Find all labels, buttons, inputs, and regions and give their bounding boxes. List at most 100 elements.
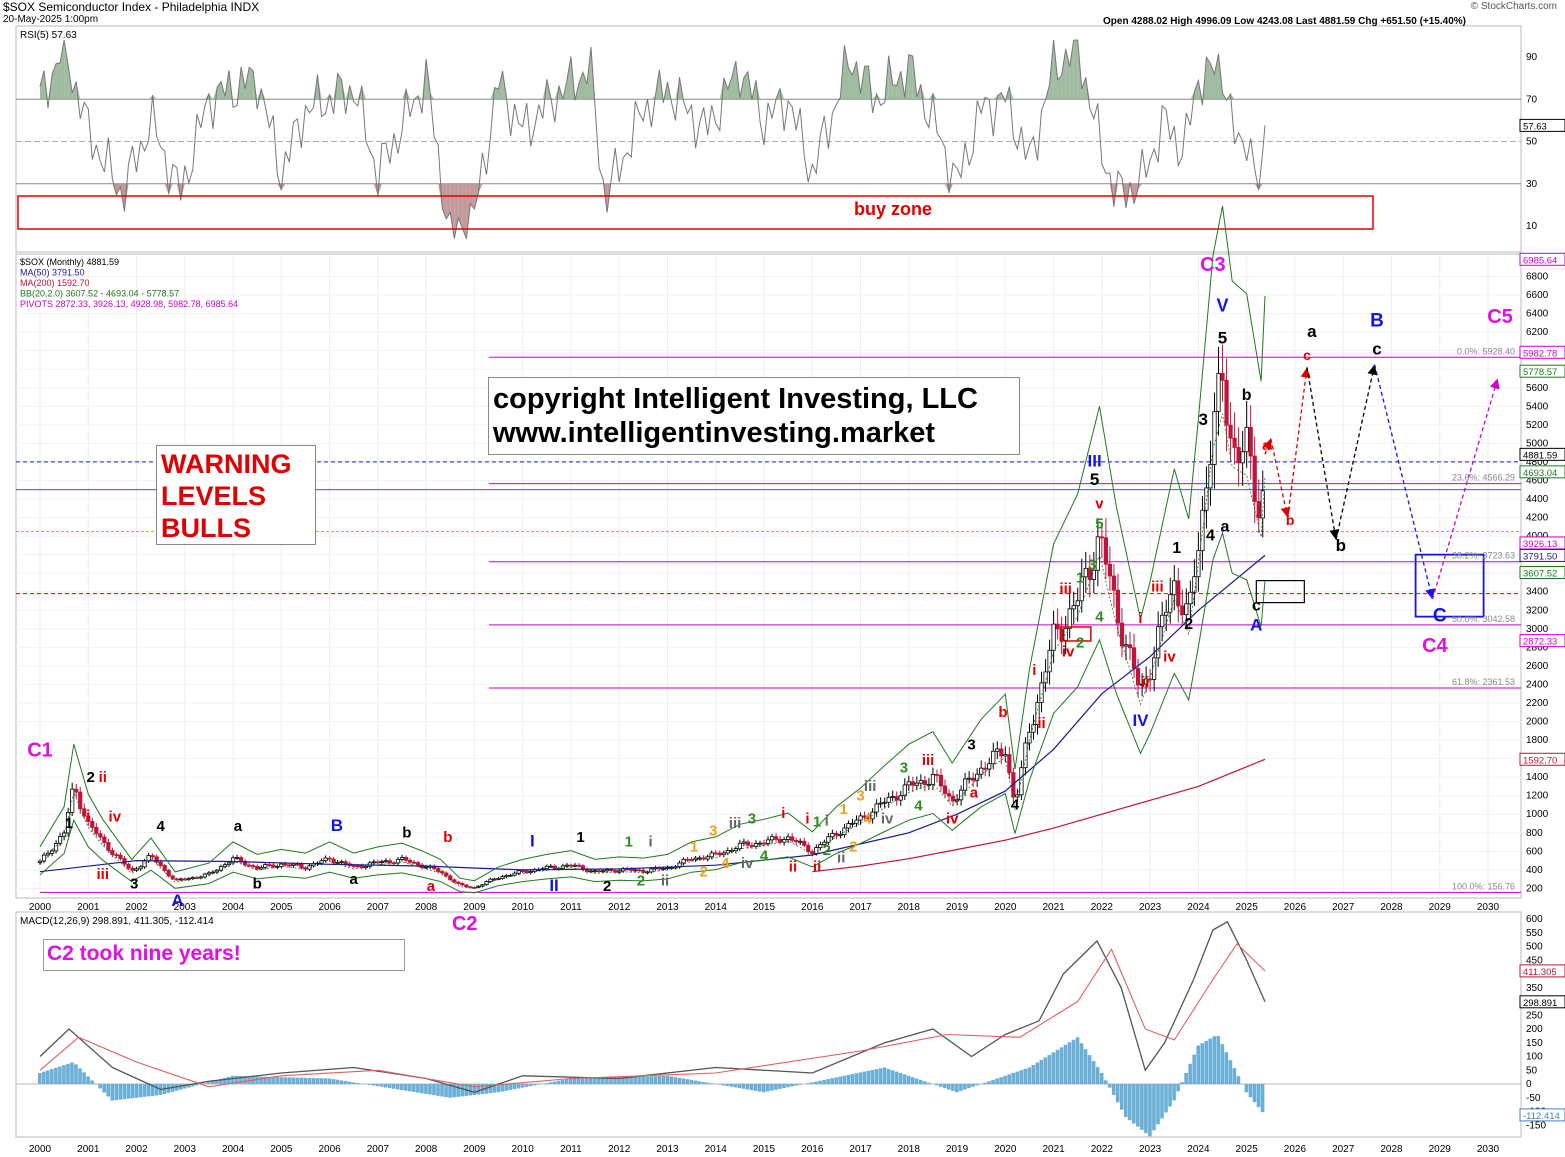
macd-histogram-bar (1083, 1049, 1088, 1084)
elliott-wave-label: iii (96, 866, 109, 883)
price-candle-body (1164, 611, 1169, 616)
price-axis-tick: 800 (1526, 828, 1543, 839)
price-value-tag-box (1519, 548, 1565, 562)
price-candle-body (1107, 563, 1113, 577)
macd-histogram-bar (339, 1080, 344, 1084)
elliott-wave-label: 1 (576, 829, 584, 846)
macd-histogram-bar (701, 1081, 706, 1084)
price-candle-body (902, 784, 907, 797)
price-candle-body (94, 826, 99, 835)
year-tick-label: 2027 (1332, 902, 1355, 913)
price-candle-body (858, 815, 863, 821)
price-candle-body (701, 857, 706, 860)
macd-histogram-bar (721, 1084, 726, 1086)
macd-value-tag-box (1519, 964, 1565, 978)
price-candle-body (58, 836, 63, 844)
rsi-overbought-fill (337, 73, 342, 100)
macd-histogram-bar (806, 1083, 810, 1084)
elliott-wave-label: 1 (1076, 569, 1084, 586)
macd-histogram-bar (959, 1084, 963, 1091)
price-axis-tick: 4200 (1526, 513, 1549, 524)
price-candle-body (154, 856, 159, 863)
price-candle-body (359, 865, 364, 869)
elliott-wave-label: B (331, 816, 343, 835)
macd-histogram-bar (589, 1077, 593, 1084)
macd-histogram-bar (82, 1072, 86, 1084)
macd-histogram-bar (605, 1077, 609, 1084)
year-tick-label-bottom: 2010 (512, 1144, 535, 1155)
price-candle-body (226, 862, 232, 866)
macd-axis-tick: 550 (1526, 928, 1543, 939)
macd-histogram-bar (790, 1084, 794, 1087)
price-candle-body (1095, 536, 1100, 571)
macd-histogram-bar (182, 1084, 187, 1089)
price-candle-body (504, 875, 509, 878)
price-candle-body (983, 767, 988, 770)
rsi-overbought-fill (1069, 40, 1074, 100)
rsi-overbought-fill (727, 77, 732, 100)
macd-histogram-bar (693, 1080, 698, 1084)
macd-histogram-bar (1047, 1054, 1052, 1084)
macd-axis-tick: 250 (1526, 1010, 1543, 1021)
price-candle-body (1232, 437, 1237, 448)
year-tick-label: 2016 (801, 902, 824, 913)
price-candle-body (351, 865, 356, 867)
elliott-wave-label: c (1303, 347, 1311, 363)
year-tick-label-bottom: 2027 (1332, 1144, 1355, 1155)
price-candle-body (1127, 644, 1133, 649)
macd-axis-tick: 150 (1526, 1038, 1543, 1049)
year-tick-label-bottom: 2012 (608, 1144, 631, 1155)
elliott-wave-label: 2 (849, 838, 857, 855)
price-candle-body (130, 867, 135, 871)
price-candle-body (979, 767, 984, 775)
elliott-wave-label: 5 (1218, 328, 1227, 347)
elliott-wave-label: IV (1132, 711, 1149, 730)
macd-histogram-bar (601, 1077, 605, 1084)
price-candle-body (802, 840, 807, 846)
price-candle-body (922, 780, 927, 785)
price-candle-body (1168, 594, 1173, 613)
price-candle-body (82, 808, 87, 817)
price-candle-body (544, 865, 549, 870)
price-candle-body (689, 859, 694, 861)
price-candle-body (661, 868, 666, 870)
price-candle-body (971, 777, 976, 781)
price-candle-body (299, 864, 304, 869)
elliott-wave-label: i (781, 805, 785, 822)
rsi-overbought-fill (888, 55, 893, 100)
macd-histogram-bar (492, 1084, 497, 1093)
macd-histogram-bar (1063, 1044, 1068, 1084)
warning-line-2: LEVELS (161, 481, 267, 511)
elliott-wave-label: i (86, 808, 90, 825)
price-axis-tick: 2200 (1526, 698, 1549, 709)
macd-histogram-bar (1184, 1073, 1188, 1084)
macd-histogram-bar (770, 1084, 774, 1091)
price-candle-body (592, 870, 598, 873)
elliott-wave-label: a (970, 785, 979, 802)
price-axis-tick: 400 (1526, 865, 1543, 876)
macd-histogram-bar (1091, 1061, 1096, 1084)
macd-histogram-bar (206, 1082, 211, 1084)
rsi-overbought-fill (1206, 57, 1211, 100)
rsi-overbought-fill (868, 65, 873, 100)
rsi-axis-tick: 90 (1526, 52, 1538, 63)
elliott-wave-label: 2 (1184, 616, 1193, 633)
price-candle-body (749, 844, 755, 847)
projection-red-c (1287, 367, 1308, 518)
rsi-overbought-fill (148, 95, 153, 100)
price-candle-body (898, 795, 903, 801)
price-candle-body (424, 866, 429, 869)
macd-histogram-bar (1111, 1084, 1116, 1095)
macd-axis-tick: 350 (1526, 983, 1543, 994)
macd-histogram-bar (568, 1078, 573, 1084)
ohlc-readout: Open 4288.02 High 4996.09 Low 4243.08 La… (1103, 16, 1466, 27)
macd-histogram-bar (850, 1074, 855, 1084)
warning-line-1: WARNING (161, 449, 292, 479)
macd-histogram-bar (1236, 1076, 1241, 1084)
macd-histogram-bar (1172, 1084, 1176, 1101)
macd-histogram-bar (629, 1076, 633, 1084)
macd-histogram-bar (649, 1076, 653, 1084)
price-candle-body (588, 870, 594, 873)
year-tick-label-bottom: 2002 (125, 1144, 148, 1155)
rsi-overbought-fill (892, 84, 897, 100)
